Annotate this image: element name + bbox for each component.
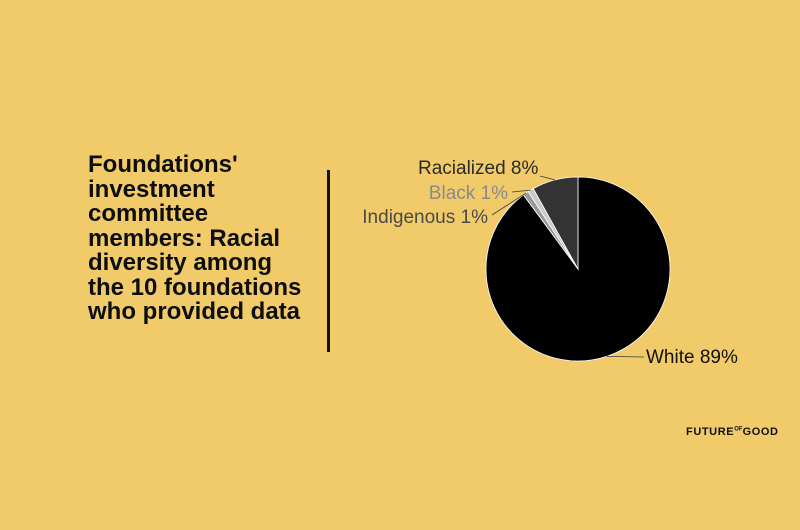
leader-line-racialized — [539, 175, 556, 181]
brand-word-good: GOOD — [742, 426, 779, 438]
brand-word-of: OF — [734, 426, 743, 433]
chart-title: Foundations' investment committee member… — [88, 151, 302, 325]
brand-word-future: FUTURE — [686, 426, 735, 438]
slice-label-indigenous: Indigenous 1% — [362, 207, 488, 228]
future-of-good-logo: FUTUREOFGOOD — [686, 426, 779, 438]
slice-labels: White 89% Indigenous 1% Black 1% Racialized… — [362, 158, 738, 368]
pie-slices — [485, 176, 671, 362]
slice-label-black: Black 1% — [429, 183, 508, 204]
slice-label-white: White 89% — [646, 347, 738, 368]
slice-label-racialized: Racialized 8% — [418, 158, 538, 179]
divider — [327, 170, 330, 352]
leader-line-black — [511, 189, 531, 193]
leader-line-white — [606, 356, 645, 358]
leader-line-indigenous — [491, 192, 527, 216]
label-leaders — [491, 175, 645, 358]
pie-slice-racialized — [532, 176, 579, 271]
